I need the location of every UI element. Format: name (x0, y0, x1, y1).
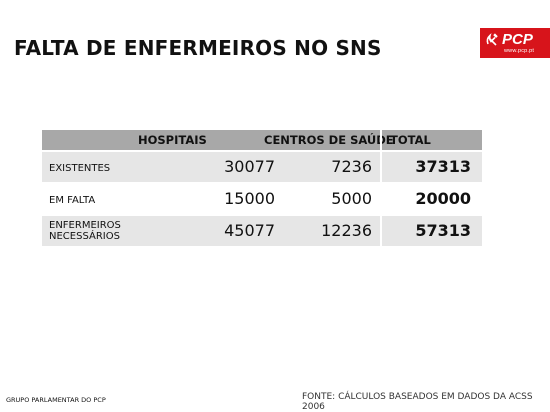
cell-total: 20000 (415, 189, 471, 208)
cell-centros: 12236 (321, 221, 372, 240)
row-label: EXISTENTES (49, 163, 111, 174)
header-hospitais: HOSPITAIS (138, 133, 207, 147)
column-divider (380, 130, 382, 150)
row-label: EM FALTA (49, 195, 96, 206)
nurses-table: HOSPITAIS CENTROS DE SAÚDE TOTAL EXISTEN… (42, 130, 482, 246)
footer-organization: GRUPO PARLAMENTAR DO PCP (6, 396, 106, 404)
row-label-line1: ENFERMEIROS (49, 220, 121, 231)
cell-centros: 7236 (331, 157, 372, 176)
logo-url: www.pcp.pt (504, 48, 535, 54)
row-label: ENFERMEIROS NECESSÁRIOS (49, 220, 121, 242)
cell-total: 37313 (415, 157, 471, 176)
footer-source: FONTE: CÁLCULOS BASEADOS EM DADOS DA ACS… (302, 392, 533, 412)
header-centros-de-saude: CENTROS DE SAÚDE (264, 133, 394, 147)
table-row-em-falta: EM FALTA 15000 5000 20000 (42, 184, 482, 214)
cell-total: 57313 (415, 221, 471, 240)
table-header-row: HOSPITAIS CENTROS DE SAÚDE TOTAL (42, 130, 482, 150)
header-total: TOTAL (390, 133, 431, 147)
logo-name: PCP (502, 31, 533, 48)
pcp-logo: PCP www.pcp.pt (480, 28, 550, 58)
row-label-line2: NECESSÁRIOS (49, 231, 120, 242)
cell-hospitais: 30077 (224, 157, 275, 176)
cell-centros: 5000 (331, 189, 372, 208)
hammer-sickle-icon (485, 33, 499, 47)
table-row-existentes: EXISTENTES 30077 7236 37313 (42, 152, 482, 182)
cell-hospitais: 45077 (224, 221, 275, 240)
table-row-enfermeiros-necessarios: ENFERMEIROS NECESSÁRIOS 45077 12236 5731… (42, 216, 482, 246)
column-divider (380, 216, 382, 246)
cell-hospitais: 15000 (224, 189, 275, 208)
page-title: FALTA DE ENFERMEIROS NO SNS (14, 36, 382, 60)
column-divider (380, 152, 382, 182)
